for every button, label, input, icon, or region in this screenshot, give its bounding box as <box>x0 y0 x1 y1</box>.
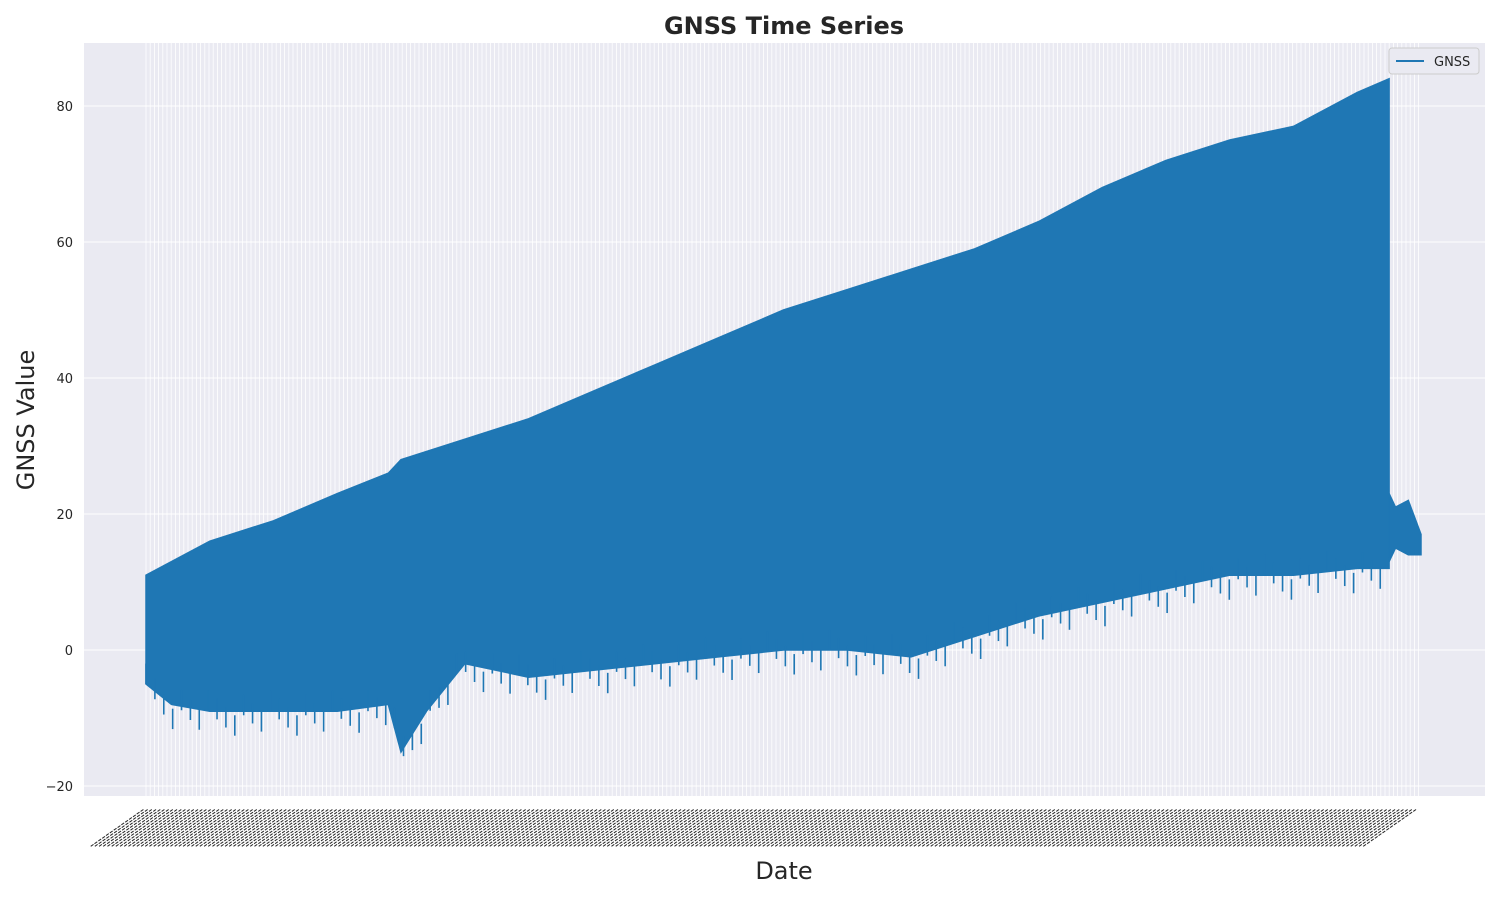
y-tick-labels: −20 0 20 40 60 80 <box>46 100 73 795</box>
y-axis-label: GNSS Value <box>12 350 40 491</box>
series-gnss-tail <box>1388 493 1422 562</box>
y-tick-label: 20 <box>56 508 73 523</box>
legend: GNSS <box>1388 47 1480 75</box>
y-tick-label: 40 <box>56 372 73 387</box>
x-tick-labels: ‐‐‐‐‐‐‐‐‐‐‐‐‐‐‐‐‐‐‐‐‐‐‐‐‐‐‐‐‐‐‐‐‐‐‐‐‐‐‐‐… <box>86 803 1421 853</box>
legend-label: GNSS <box>1434 55 1470 70</box>
series-gnss-band <box>145 77 1390 754</box>
x-axis-label: Date <box>755 857 812 885</box>
y-tick-label: −20 <box>46 780 73 795</box>
legend-box <box>1388 47 1480 75</box>
y-tick-label: 80 <box>56 100 73 115</box>
series-layer <box>145 77 1422 757</box>
y-tick-label: 60 <box>56 236 73 251</box>
y-tick-label: 0 <box>65 644 73 659</box>
chart-title: GNSS Time Series <box>664 12 904 40</box>
